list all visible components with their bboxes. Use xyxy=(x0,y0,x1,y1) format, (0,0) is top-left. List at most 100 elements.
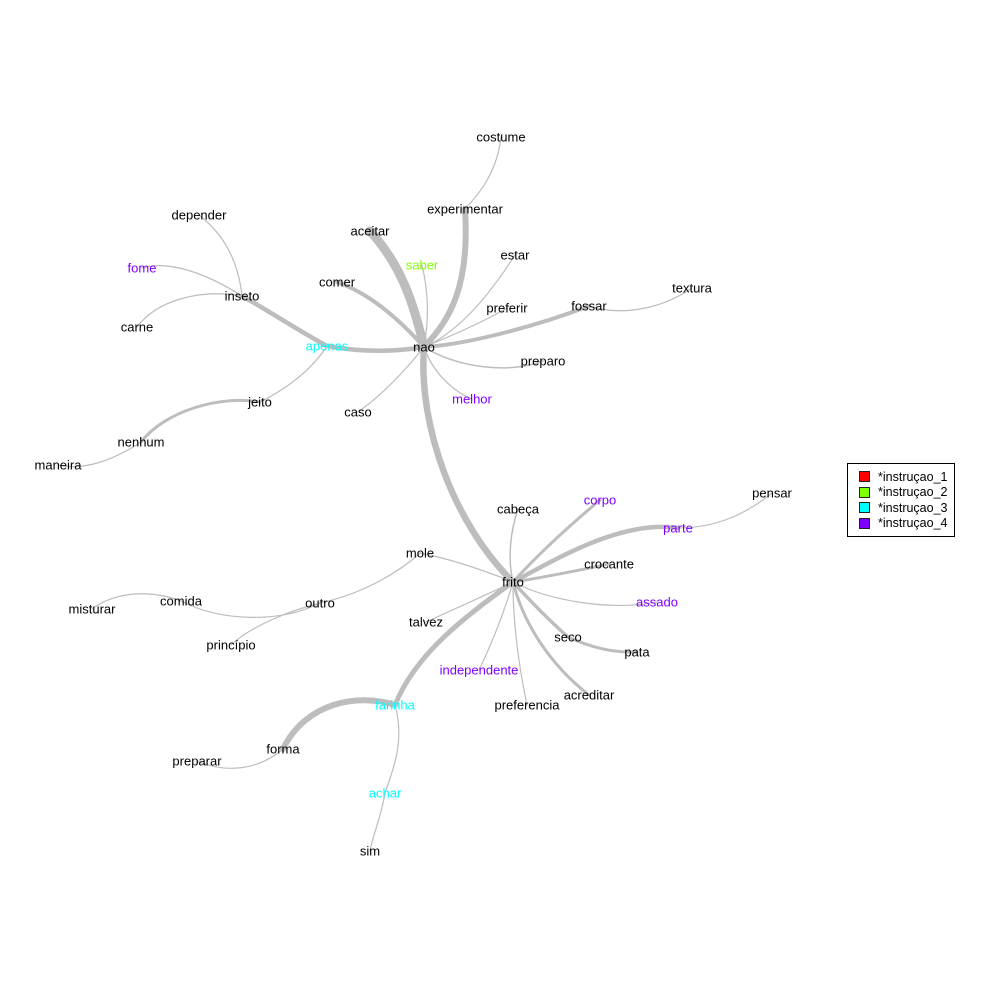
node-label-comer: comer xyxy=(319,275,356,290)
node-label-mole: mole xyxy=(406,546,434,561)
node-label-preferencia: preferencia xyxy=(494,698,560,713)
node-label-pensar: pensar xyxy=(752,486,792,501)
edge-outro-comida xyxy=(180,600,321,618)
legend-swatch-instrucao-4 xyxy=(859,517,870,529)
node-label-independente: independente xyxy=(440,663,519,678)
edge-nao-estar xyxy=(423,254,516,348)
edge-frito-seco xyxy=(511,580,570,639)
edge-frito-independente xyxy=(478,581,514,671)
edge-nao-apenas xyxy=(324,343,427,353)
edge-nao-fossar xyxy=(422,304,591,349)
edge-achar-sim xyxy=(369,792,386,852)
node-label-maneira: maneira xyxy=(35,458,83,473)
node-label-outro: outro xyxy=(305,596,335,611)
node-label-preparo: preparo xyxy=(521,354,566,369)
edge-mole-outro xyxy=(319,552,421,604)
edge-jeito-nenhum xyxy=(139,398,262,444)
legend-label-instrucao-2: *instruçao_2 xyxy=(878,485,948,499)
legend-item-instrucao-1: *instruçao_1 xyxy=(859,469,954,484)
edge-nao-frito xyxy=(420,343,517,586)
edge-inseto-depender xyxy=(198,214,243,297)
edge-frito-farinha xyxy=(392,579,516,708)
node-label-farinha: farinha xyxy=(375,698,416,713)
edge-comida-misturar xyxy=(91,593,182,610)
edge-nao-preparo xyxy=(423,346,544,369)
node-label-forma: forma xyxy=(266,742,300,757)
edge-frito-corpo xyxy=(511,498,602,584)
edge-nao-saber xyxy=(421,264,429,348)
node-label-apenas: apenas xyxy=(306,339,349,354)
node-label-nao: nao xyxy=(413,340,435,355)
edge-nao-aceitar xyxy=(365,226,429,352)
node-label-talvez: talvez xyxy=(409,615,443,630)
edge-fossar-textura xyxy=(588,287,693,312)
node-label-depender: depender xyxy=(172,208,228,223)
node-label-comida: comida xyxy=(160,594,203,609)
legend-label-instrucao-1: *instruçao_1 xyxy=(878,469,948,484)
node-label-saber: saber xyxy=(406,258,439,273)
edge-apenas-inseto xyxy=(239,293,330,349)
node-label-preparar: preparar xyxy=(172,754,222,769)
edge-experimentar-costume xyxy=(464,136,502,210)
node-label-crocante: crocante xyxy=(584,557,634,572)
edge-farinha-forma xyxy=(280,697,398,752)
legend-swatch-instrucao-2 xyxy=(859,486,870,498)
node-label-misturar: misturar xyxy=(69,602,117,617)
edge-farinha-achar xyxy=(384,704,400,794)
edge-outro-principio xyxy=(230,602,321,646)
edge-frito-assado xyxy=(512,581,658,606)
legend-label-instrucao-3: *instruçao_3 xyxy=(878,500,948,515)
node-label-inseto: inseto xyxy=(225,289,260,304)
node-label-carne: carne xyxy=(121,320,154,335)
node-label-parte: parte xyxy=(663,521,693,536)
legend-item-instrucao-4: *instruçao_4 xyxy=(859,517,954,530)
node-label-textura: textura xyxy=(672,281,713,296)
edge-frito-cabeca xyxy=(509,508,519,583)
edge-frito-mole xyxy=(419,552,514,583)
edge-nao-experimentar xyxy=(421,206,469,350)
edge-frito-preferencia xyxy=(512,581,528,706)
edge-inseto-carne xyxy=(136,293,243,328)
node-label-caso: caso xyxy=(344,405,371,420)
node-label-fome: fome xyxy=(128,261,157,276)
edge-inseto-fome xyxy=(141,265,243,297)
node-label-principio: princípio xyxy=(206,638,255,653)
edge-frito-parte xyxy=(510,524,681,585)
edge-nao-preferir xyxy=(423,307,508,348)
edge-frito-acreditar xyxy=(511,580,591,697)
node-label-corpo: corpo xyxy=(584,493,617,508)
node-label-acreditar: acreditar xyxy=(564,688,615,703)
edge-apenas-jeito xyxy=(259,345,328,403)
node-label-frito: frito xyxy=(502,575,524,590)
node-label-achar: achar xyxy=(369,786,402,801)
node-label-jeito: jeito xyxy=(247,395,272,410)
edge-seco-pata xyxy=(566,635,639,654)
legend-swatch-instrucao-1 xyxy=(859,471,870,483)
node-label-preferir: preferir xyxy=(486,301,528,316)
edge-forma-preparar xyxy=(196,748,284,769)
node-label-fossar: fossar xyxy=(571,299,607,314)
legend-item-instrucao-3: *instruçao_3 xyxy=(859,500,954,515)
node-label-aceitar: aceitar xyxy=(350,224,390,239)
node-label-melhor: melhor xyxy=(452,392,492,407)
edge-parte-pensar xyxy=(677,492,773,529)
edge-frito-crocante xyxy=(511,562,611,584)
legend: *instruçao_1 *instruçao_2 *instruçao_3 *… xyxy=(847,463,955,537)
edge-nenhum-maneira xyxy=(57,441,142,468)
node-label-estar: estar xyxy=(501,248,531,263)
node-label-pata: pata xyxy=(624,645,650,660)
legend-item-instrucao-2: *instruçao_2 xyxy=(859,486,954,499)
node-label-nenhum: nenhum xyxy=(118,435,165,450)
edge-nao-comer xyxy=(335,280,426,349)
node-label-seco: seco xyxy=(554,630,581,645)
node-label-costume: costume xyxy=(476,130,525,145)
legend-swatch-instrucao-3 xyxy=(859,502,870,514)
node-label-assado: assado xyxy=(636,595,678,610)
node-label-experimentar: experimentar xyxy=(427,202,504,217)
edge-nao-caso xyxy=(357,346,425,413)
node-label-sim: sim xyxy=(360,844,380,859)
node-label-cabeca: cabeça xyxy=(497,502,540,517)
legend-label-instrucao-4: *instruçao_4 xyxy=(878,516,948,530)
